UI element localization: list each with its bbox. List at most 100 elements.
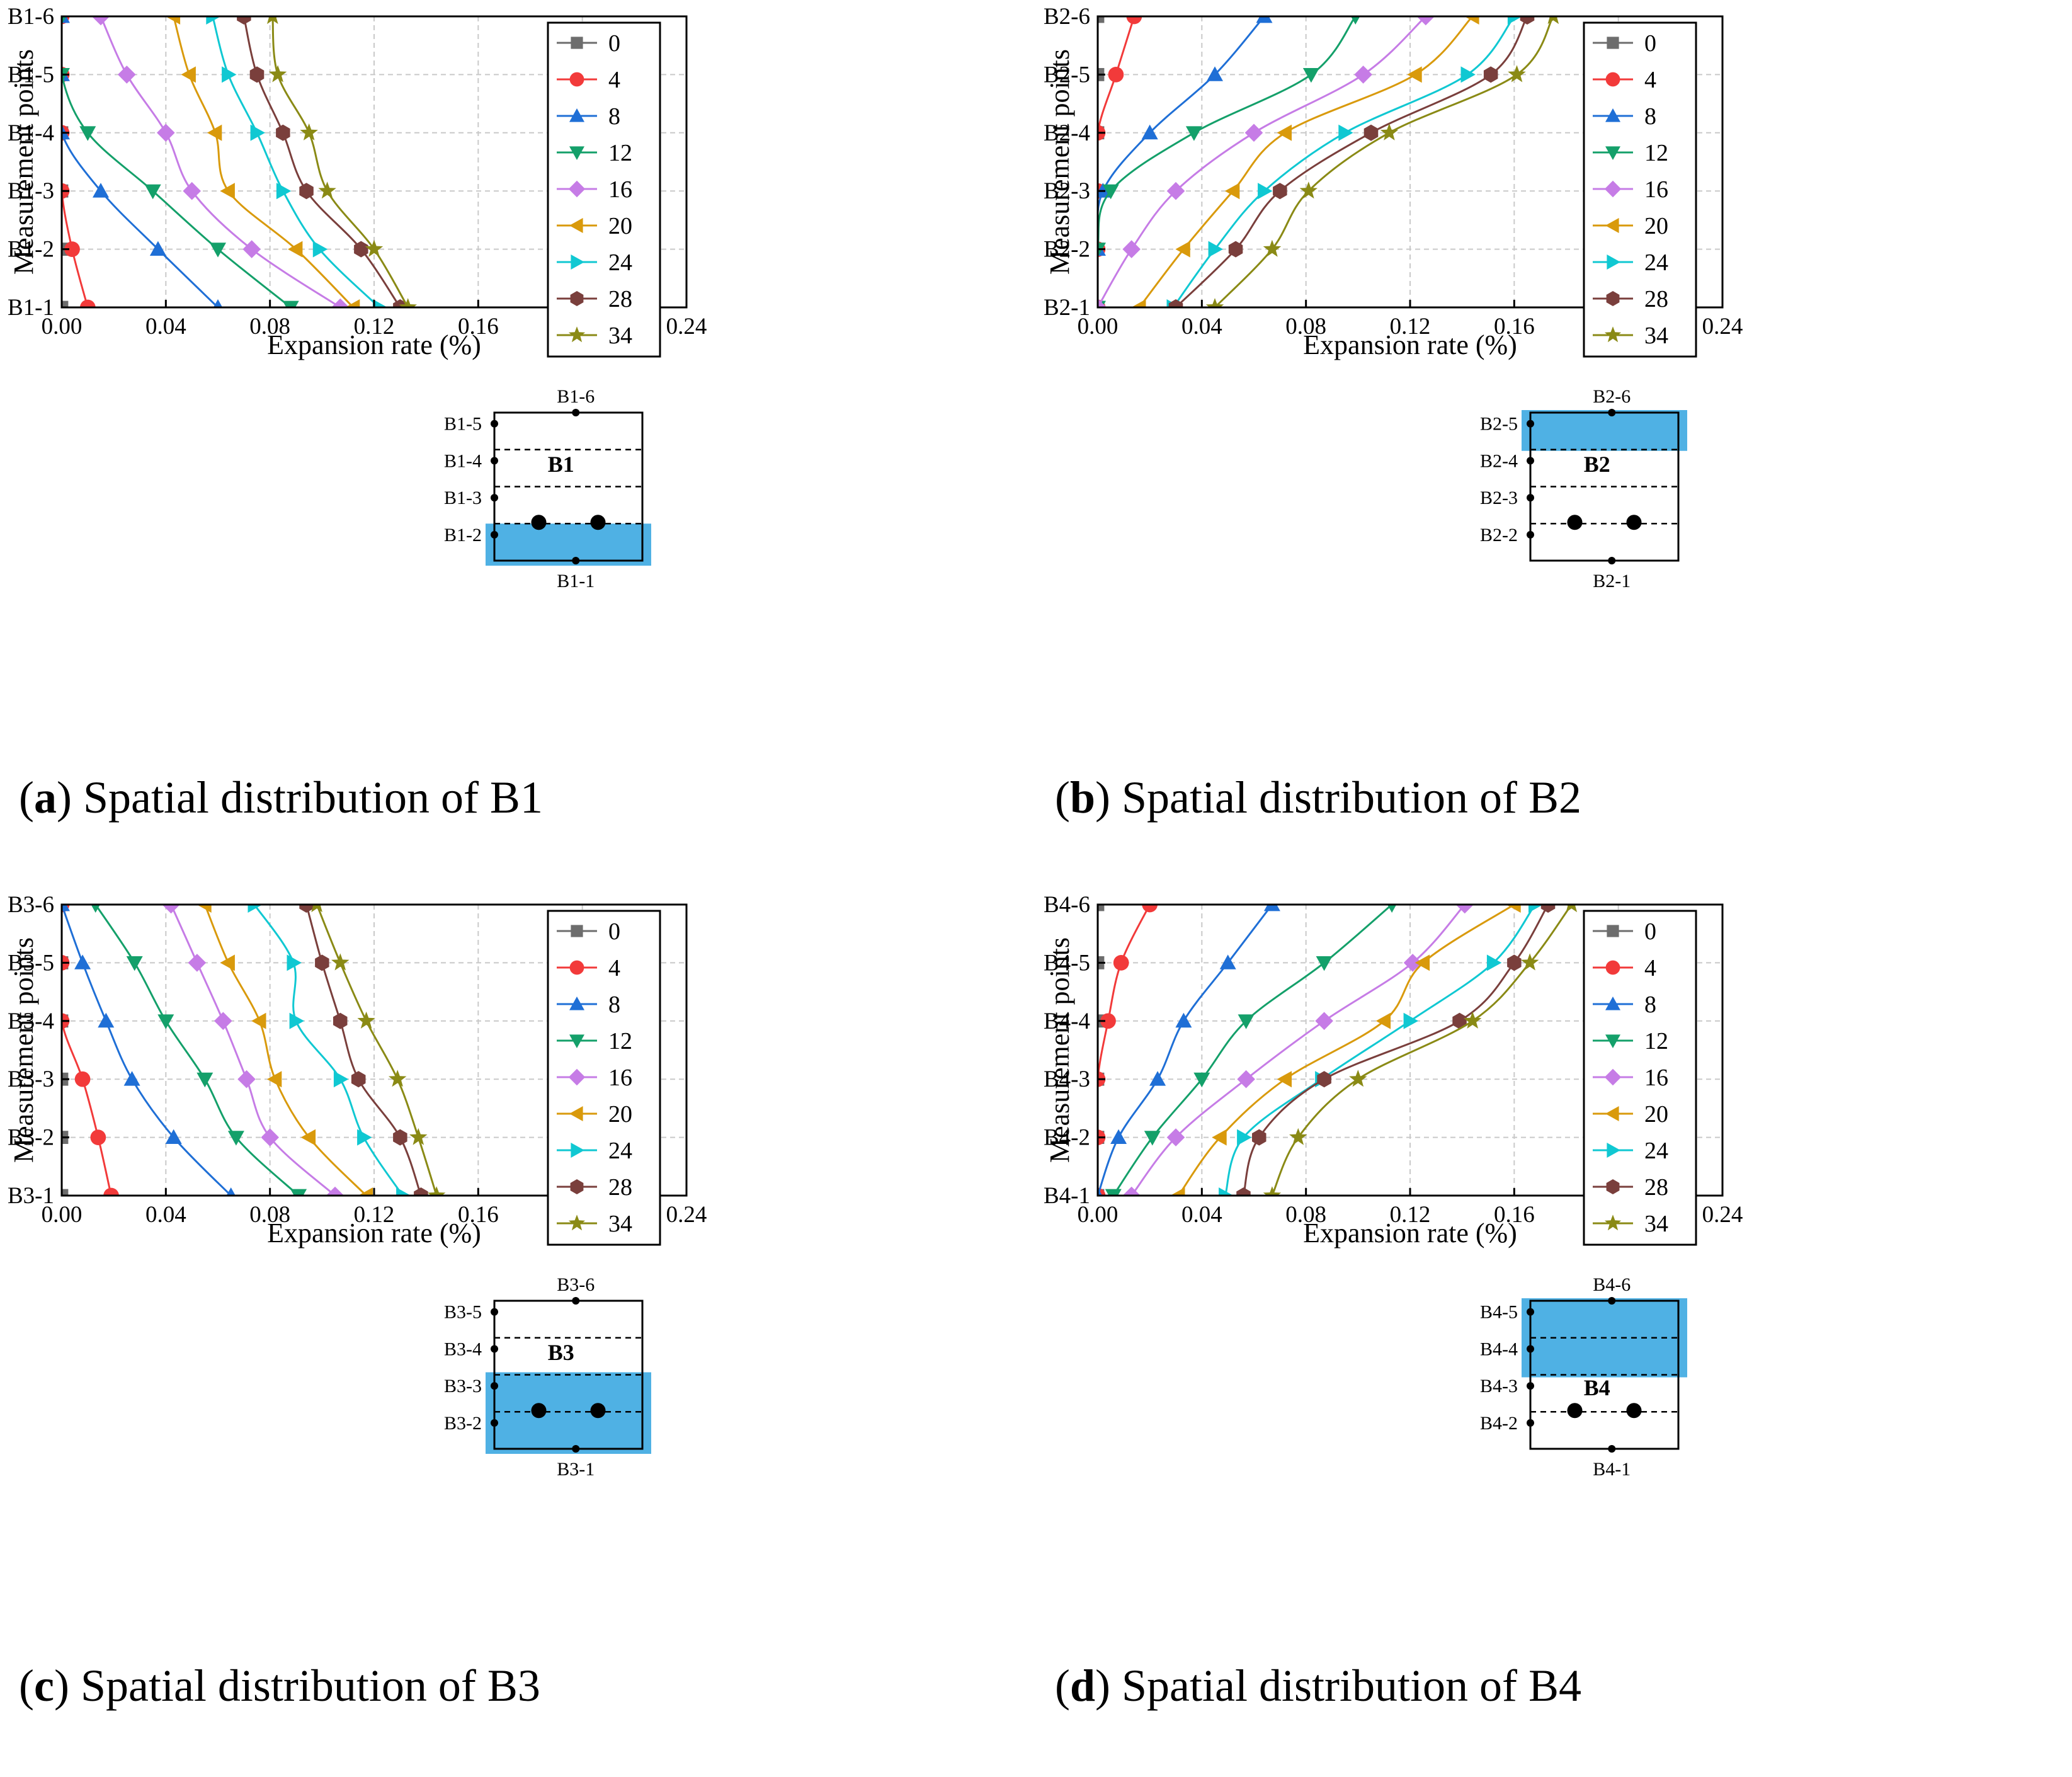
data-point-16: [242, 240, 261, 258]
legend: 0 4 8 12 16 20 24 28 34: [1583, 910, 1697, 1246]
data-point-12: [1238, 1014, 1255, 1029]
data-point-8: [1219, 954, 1236, 969]
panel-d: 0.000.040.080.120.160.200.24B4-1B4-2B4-3…: [1036, 888, 2072, 1776]
data-point-28: [351, 1071, 366, 1088]
data-point-16: [1166, 1128, 1185, 1146]
legend-label-16: 16: [1644, 1065, 1668, 1091]
y-tick-label: B3-2: [8, 1125, 54, 1151]
legend-label-0: 0: [608, 30, 620, 57]
data-point-12: [126, 956, 143, 971]
legend-label-34: 34: [1644, 323, 1668, 349]
series-line-4: [1098, 16, 1136, 307]
series-line-24: [1224, 905, 1536, 1196]
y-tick-label: B3-5: [8, 950, 54, 976]
caption-text: Spatial distribution of B2: [1122, 772, 1581, 823]
data-point-12: [1387, 905, 1397, 913]
x-tick-label: 0.00: [42, 314, 83, 340]
data-point-34: [389, 1070, 407, 1087]
data-point-8: [226, 1187, 236, 1196]
y-tick-label: B2-4: [1044, 120, 1090, 146]
legend-marker-8: [1605, 108, 1620, 122]
data-point-8: [123, 1071, 140, 1086]
data-point-34: [300, 123, 318, 140]
data-point-24: [1486, 954, 1502, 971]
data-point-34: [318, 181, 336, 199]
caption-text: Spatial distribution of B1: [83, 772, 543, 823]
data-point-28: [1252, 1129, 1267, 1146]
y-axis-label: Measurement points: [1044, 937, 1075, 1163]
data-point-28: [1520, 16, 1535, 25]
x-tick-label: 0.04: [1181, 1202, 1222, 1228]
data-point-8: [1256, 16, 1273, 23]
data-point-34: [1349, 1070, 1367, 1087]
gauge-point: [491, 1308, 498, 1316]
x-tick-label: 0.12: [1390, 314, 1431, 340]
data-point-12: [210, 243, 226, 258]
data-point-4: [1100, 1013, 1116, 1029]
y-tick-label: B3-6: [8, 892, 54, 918]
gauge-label: B1-5: [444, 414, 482, 435]
data-point-24: [248, 905, 263, 913]
data-point-16: [118, 66, 136, 84]
series-line-4: [62, 905, 112, 1196]
gauge-point: [572, 1297, 580, 1305]
data-point-28: [1273, 183, 1287, 200]
data-point-20: [1212, 1129, 1227, 1146]
x-tick-label: 0.16: [1494, 314, 1535, 340]
legend-marker-4: [1605, 960, 1620, 975]
data-point-28: [1452, 1012, 1467, 1029]
specimen-inset: B3-5 B3-4 B3-3 B3-2 B3-6 B3-1 B3: [444, 1274, 651, 1480]
data-point-24: [333, 1071, 349, 1088]
data-point-34: [399, 298, 417, 307]
specimen-name: B3: [548, 1340, 574, 1365]
gauge-label: B1-2: [444, 525, 482, 546]
specimen-inset: B2-5 B2-4 B2-3 B2-2 B2-6 B2-1 B2: [1480, 386, 1687, 591]
x-tick-label: 0.00: [1078, 314, 1119, 340]
y-axis-label: Measurement points: [8, 937, 39, 1163]
data-point-28: [315, 954, 329, 971]
data-point-12: [196, 1072, 213, 1088]
legend-label-4: 4: [608, 955, 620, 981]
data-point-16: [183, 181, 201, 200]
legend-marker-34: [1604, 326, 1622, 343]
legend-marker-4: [569, 960, 584, 975]
data-point-8: [1110, 1129, 1127, 1144]
data-point-34: [357, 1011, 375, 1029]
series-line-34: [1214, 16, 1554, 307]
legend-marker-28: [570, 291, 584, 306]
specimen-name: B4: [1584, 1375, 1610, 1400]
gauge-label-top: B2-6: [1593, 386, 1631, 407]
x-tick-label: 0.16: [458, 1202, 499, 1228]
data-point-20: [181, 66, 196, 83]
data-point-20: [288, 241, 303, 258]
legend-marker-24: [1607, 254, 1620, 270]
caption-text: Spatial distribution of B3: [81, 1660, 540, 1711]
caption-letter: d: [1070, 1660, 1095, 1711]
legend-marker-28: [1606, 1179, 1620, 1194]
legend: 0 4 8 12 16 20 24 28 34: [1583, 21, 1697, 358]
x-axis-label: Expansion rate (%): [1303, 1218, 1517, 1248]
legend-label-34: 34: [608, 323, 632, 349]
series-line-8: [1098, 905, 1273, 1196]
data-point-28: [1540, 905, 1556, 913]
data-point-16: [237, 1070, 256, 1088]
data-point-12: [290, 1189, 307, 1196]
data-point-34: [1380, 123, 1399, 140]
y-axis-label: Measurement points: [8, 49, 39, 275]
data-point-0: [1098, 16, 1105, 23]
caption-letter: b: [1070, 772, 1095, 823]
gauge-label: B4-5: [1480, 1302, 1518, 1323]
gauge-label: B1-4: [444, 450, 482, 471]
x-tick-label: 0.00: [1078, 1202, 1119, 1228]
data-point-28: [1317, 1071, 1331, 1088]
data-point-34: [311, 905, 322, 913]
legend-label-24: 24: [1644, 1138, 1668, 1164]
data-point-28: [299, 183, 314, 200]
series-line-34: [316, 905, 438, 1196]
data-point-16: [91, 16, 110, 26]
series-line-12: [1098, 16, 1357, 307]
data-point-8: [1098, 1187, 1103, 1196]
legend-marker-20: [569, 218, 583, 233]
series-group: [1098, 16, 1559, 307]
gauge-label: B2-4: [1480, 450, 1518, 471]
